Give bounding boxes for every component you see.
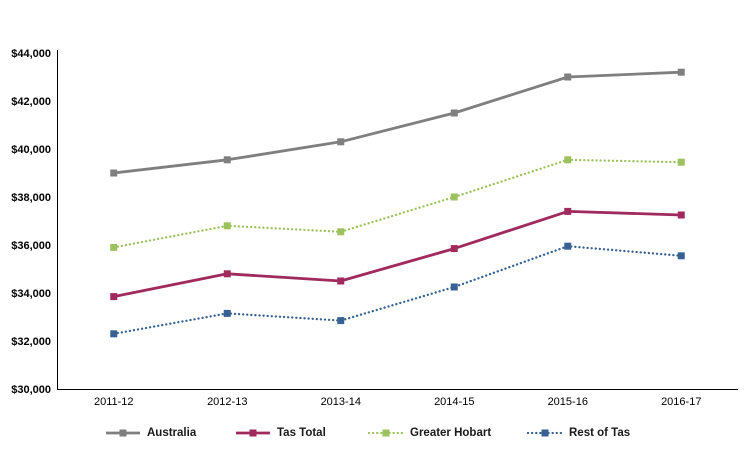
x-tick-label: 2015-16 (548, 396, 588, 408)
y-tick-label: $40,000 (11, 144, 51, 156)
legend-marker-rest-of-tas (541, 429, 549, 437)
legend-swatch-tas-total (236, 429, 270, 437)
series-marker-rest-of-tas (450, 283, 458, 291)
series-line-greater-hobart (112, 158, 683, 249)
legend-item-rest-of-tas: Rest of Tas (527, 425, 630, 441)
series-marker-greater-hobart (564, 156, 572, 164)
series-marker-greater-hobart (450, 193, 458, 201)
series-marker-rest-of-tas (677, 252, 685, 260)
legend-marker-australia (119, 429, 127, 437)
series-marker-tas-total (450, 245, 458, 253)
series-line-tas-total (113, 209, 682, 298)
series-marker-greater-hobart (337, 228, 345, 236)
x-tick-label: 2014-15 (434, 396, 474, 408)
series-marker-rest-of-tas (110, 330, 118, 338)
legend-label-rest-of-tas: Rest of Tas (569, 427, 631, 439)
legend-label-greater-hobart: Greater Hobart (410, 427, 492, 439)
legend-item-tas-total: Tas Total (235, 425, 326, 441)
y-tick-label: $34,000 (11, 288, 51, 300)
series-marker-rest-of-tas (564, 242, 572, 250)
series-marker-greater-hobart (223, 222, 231, 230)
legend-label-tas-total: Tas Total (277, 427, 326, 439)
legend-swatch-greater-hobart (368, 429, 404, 437)
y-tick-label: $30,000 (11, 384, 51, 396)
y-tick-label: $42,000 (11, 96, 51, 108)
series-marker-tas-total (223, 270, 231, 278)
series-marker-australia (564, 73, 572, 81)
series-marker-tas-total (677, 211, 685, 219)
series-marker-rest-of-tas (223, 309, 231, 317)
legend-swatch-rest-of-tas (527, 429, 563, 437)
series-marker-tas-total (564, 207, 572, 215)
series-marker-australia (223, 156, 231, 164)
y-tick-label: $44,000 (11, 48, 51, 60)
y-tick-label: $36,000 (11, 240, 51, 252)
series-line-rest-of-tas (112, 245, 683, 335)
x-tick-label: 2016-17 (661, 396, 701, 408)
series-marker-tas-total (337, 277, 345, 285)
series-marker-australia (110, 169, 118, 177)
x-tick-label: 2013-14 (321, 396, 361, 408)
series-marker-australia (450, 109, 458, 117)
chart-legend: Australia Tas Total Greater Hobart Rest of … (0, 425, 753, 445)
legend-label-australia: Australia (147, 427, 197, 439)
series-marker-australia (337, 138, 345, 146)
series-marker-australia (677, 68, 685, 76)
series-marker-greater-hobart (110, 243, 118, 251)
y-tick-label: $38,000 (11, 192, 51, 204)
legend-marker-tas-total (249, 429, 257, 437)
series-marker-rest-of-tas (337, 317, 345, 325)
legend-item-greater-hobart: Greater Hobart (368, 425, 491, 441)
series-marker-tas-total (110, 293, 118, 301)
legend-marker-greater-hobart (382, 429, 390, 437)
legend-swatch-australia (106, 429, 140, 437)
series-marker-greater-hobart (677, 158, 685, 166)
legend-item-australia: Australia (105, 425, 196, 441)
y-tick-label: $32,000 (11, 336, 51, 348)
x-tick-label: 2012-13 (207, 396, 247, 408)
series-line-australia (113, 70, 682, 175)
x-tick-label: 2011-12 (94, 396, 134, 408)
